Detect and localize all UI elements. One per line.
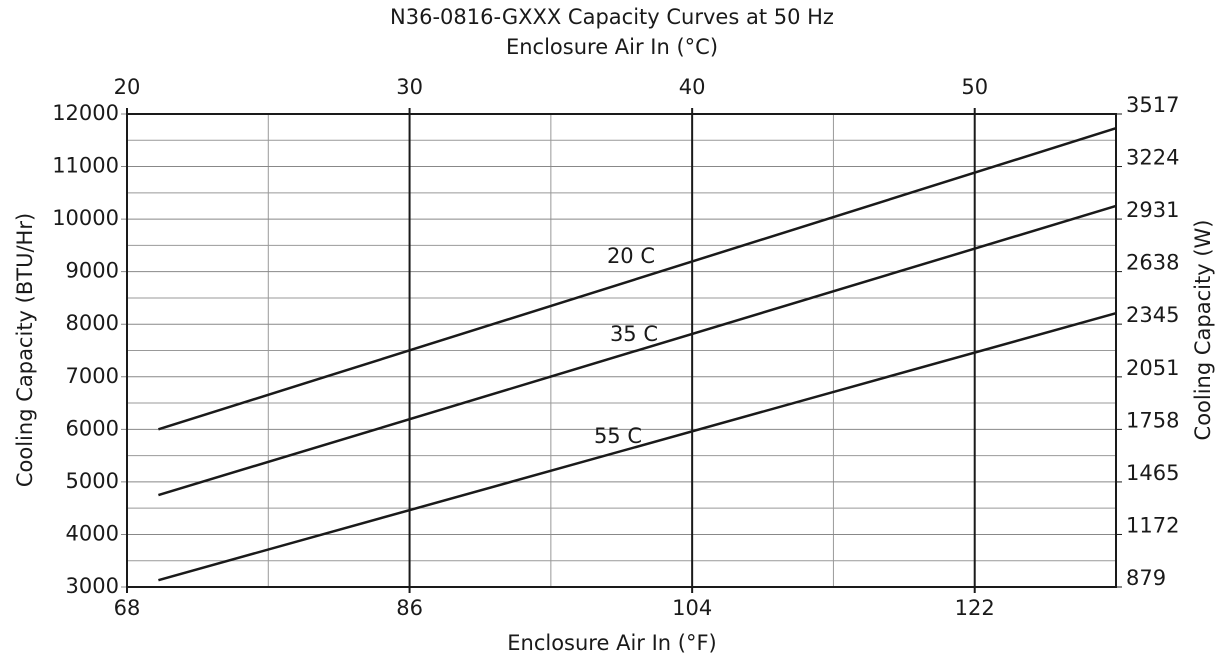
y-tick-label: 11000 [52,154,119,178]
y-tick-label: 7000 [66,364,119,388]
y-tick-label: 12000 [52,101,119,125]
plot-frame [126,113,1117,588]
series-label: 55 C [594,424,642,448]
series-label: 20 C [607,244,655,268]
y2-tick-label: 1465 [1126,461,1179,485]
y-axis-label: Cooling Capacity (BTU/Hr) [13,213,37,487]
x-tick-label: 86 [396,596,423,620]
x-tick-label: 104 [672,596,712,620]
y2-tick-label: 3517 [1126,93,1179,117]
series-line [158,311,1117,582]
series-line [158,204,1117,497]
y2-tick-label: 2345 [1126,303,1179,327]
y-tick-label: 6000 [66,416,119,440]
y2-tick-label: 2931 [1126,198,1179,222]
x2-tick-label: 30 [396,75,423,99]
chart-title: N36-0816-GXXX Capacity Curves at 50 Hz [390,5,834,29]
x2-tick-label: 40 [679,75,706,99]
x2-tick-label: 20 [114,75,141,99]
y-tick-label: 3000 [66,574,119,598]
x-tick-label: 68 [114,596,141,620]
y-tick-label: 9000 [66,259,119,283]
y-tick-label: 4000 [66,521,119,545]
y2-tick-label: 2051 [1126,356,1179,380]
y-tick-label: 10000 [52,206,119,230]
x-tick-label: 122 [955,596,995,620]
y2-tick-label: 2638 [1126,251,1179,275]
y2-axis-label: Cooling Capacity (W) [1191,220,1215,441]
y-tick-label: 8000 [66,311,119,335]
y2-tick-label: 1172 [1126,513,1179,537]
top-axis-label: Enclosure Air In (°C) [506,35,718,59]
y-tick-label: 5000 [66,469,119,493]
series-line [158,126,1117,431]
x2-tick-label: 50 [961,75,988,99]
y2-tick-label: 879 [1126,566,1166,590]
series-label: 35 C [610,322,658,346]
y2-tick-label: 3224 [1126,146,1179,170]
x-axis-label: Enclosure Air In (°F) [507,631,716,655]
y2-tick-label: 1758 [1126,408,1179,432]
